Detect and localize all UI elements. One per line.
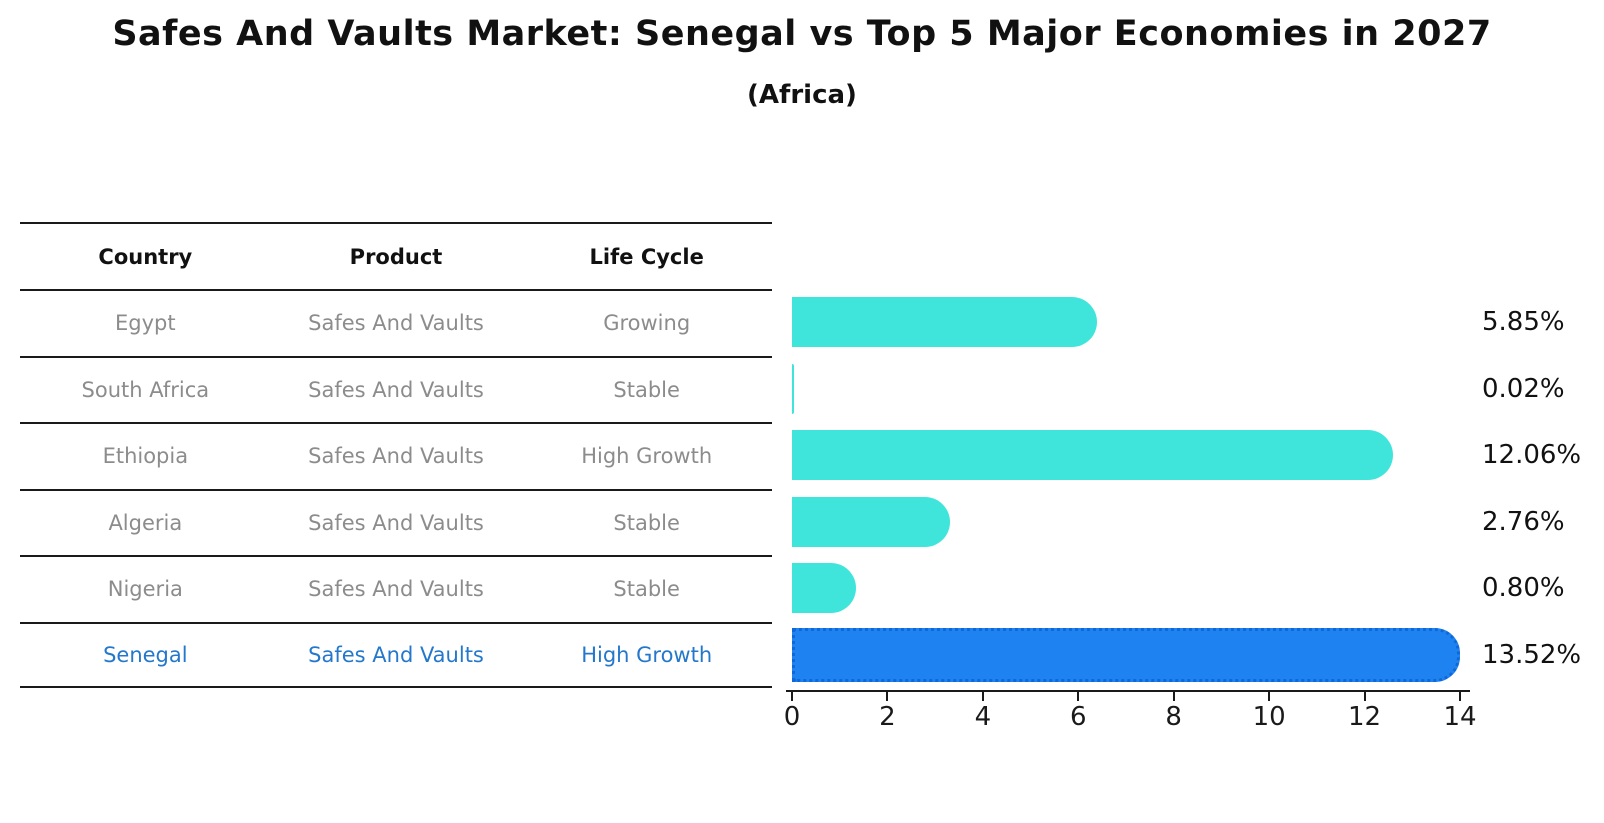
chart-subtitle: (Africa) — [747, 80, 857, 110]
cell-lifecycle: Stable — [613, 510, 680, 535]
x-tick-label: 8 — [1165, 702, 1182, 732]
table-row: Ethiopia Safes And Vaults High Growth — [20, 422, 772, 489]
cell-product: Safes And Vaults — [308, 642, 484, 667]
column-header-lifecycle: Life Cycle — [589, 244, 704, 269]
bar-nigeria — [792, 563, 857, 614]
cell-product: Safes And Vaults — [308, 377, 484, 402]
x-axis-line — [786, 690, 1470, 692]
cell-lifecycle: Stable — [613, 577, 680, 602]
column-header-product: Product — [349, 244, 443, 269]
x-tick — [1172, 692, 1175, 701]
cell-product: Safes And Vaults — [308, 510, 484, 535]
x-tick-label: 6 — [1070, 702, 1087, 732]
table-row-senegal: Senegal Safes And Vaults High Growth — [20, 621, 772, 688]
x-tick — [1077, 692, 1080, 701]
bar-row-south-africa — [792, 356, 1460, 423]
x-tick-label: 0 — [783, 702, 801, 732]
bar-egypt — [792, 297, 1098, 348]
cell-country: Senegal — [103, 642, 188, 667]
bar-algeria — [792, 496, 950, 547]
value-label-egypt: 5.85% — [1482, 307, 1565, 338]
cell-lifecycle: High Growth — [581, 444, 713, 469]
table-row: Nigeria Safes And Vaults Stable — [20, 555, 772, 622]
cell-country: Algeria — [108, 510, 183, 535]
x-tick — [886, 692, 889, 701]
cell-product: Safes And Vaults — [308, 444, 484, 469]
x-tick-label: 14 — [1443, 702, 1477, 732]
cell-country: South Africa — [81, 377, 210, 402]
table-row: South Africa Safes And Vaults Stable — [20, 355, 772, 423]
bar-row-algeria — [792, 489, 1460, 556]
chart-title: Safes And Vaults Market: Senegal vs Top … — [112, 14, 1492, 54]
value-label-south-africa: 0.02% — [1482, 373, 1565, 404]
x-tick-label: 2 — [879, 702, 896, 732]
table-row: Algeria Safes And Vaults Stable — [20, 488, 772, 556]
cell-country: Egypt — [115, 311, 176, 336]
cell-lifecycle: Stable — [613, 377, 680, 402]
bar-plot-area — [792, 289, 1460, 688]
table-header-row: Country Product Life Cycle — [20, 222, 772, 289]
column-header-country: Country — [98, 244, 193, 269]
x-tick-label: 10 — [1252, 702, 1286, 732]
bar-south-africa — [792, 363, 794, 414]
x-tick — [1459, 692, 1461, 701]
country-table: Country Product Life Cycle Egypt Safes A… — [20, 222, 772, 688]
bar-row-egypt — [792, 289, 1460, 356]
x-tick — [981, 692, 984, 701]
bar-senegal — [792, 627, 1460, 682]
cell-lifecycle: Growing — [603, 311, 691, 336]
cell-country: Ethiopia — [102, 444, 189, 469]
x-tick-label: 4 — [974, 702, 992, 732]
bar-row-senegal — [792, 622, 1460, 689]
bar-row-nigeria — [792, 555, 1460, 622]
cell-lifecycle: High Growth — [581, 642, 713, 667]
x-tick-label: 12 — [1348, 702, 1382, 732]
cell-country: Nigeria — [107, 577, 183, 602]
value-label-algeria: 2.76% — [1482, 506, 1565, 537]
x-tick — [791, 692, 793, 701]
cell-product: Safes And Vaults — [308, 311, 484, 336]
x-tick — [1363, 692, 1366, 701]
bar-ethiopia — [792, 430, 1394, 481]
value-label-nigeria: 0.80% — [1482, 573, 1565, 604]
table-row: Egypt Safes And Vaults Growing — [20, 289, 772, 356]
cell-product: Safes And Vaults — [308, 577, 484, 602]
x-tick — [1268, 692, 1271, 701]
value-label-senegal: 13.52% — [1482, 639, 1582, 670]
value-label-ethiopia: 12.06% — [1482, 440, 1582, 471]
bar-row-ethiopia — [792, 422, 1460, 489]
